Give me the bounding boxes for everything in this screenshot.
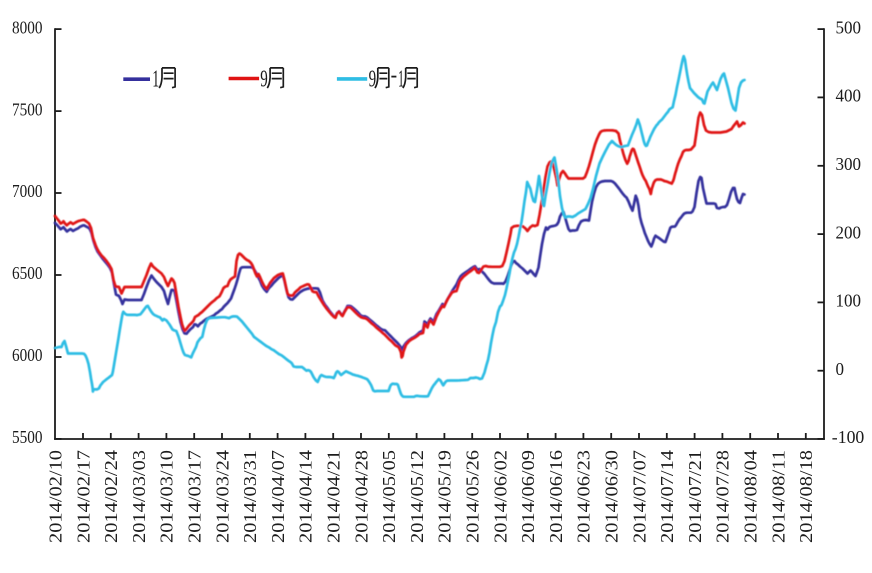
svg-text:2014/06/02: 2014/06/02: [490, 450, 510, 543]
svg-text:2014/02/24: 2014/02/24: [101, 450, 121, 543]
svg-text:400: 400: [836, 86, 862, 106]
svg-text:2014/07/21: 2014/07/21: [685, 450, 705, 543]
svg-text:2014/05/12: 2014/05/12: [407, 450, 427, 543]
svg-text:2014/08/11: 2014/08/11: [768, 450, 788, 543]
svg-text:2014/05/19: 2014/05/19: [435, 450, 455, 543]
svg-text:2014/08/18: 2014/08/18: [796, 450, 816, 543]
svg-text:0: 0: [836, 359, 845, 379]
svg-text:2014/04/14: 2014/04/14: [296, 450, 316, 543]
svg-text:5500: 5500: [12, 427, 43, 447]
svg-text:2014/08/04: 2014/08/04: [741, 450, 761, 543]
svg-text:2014/03/10: 2014/03/10: [157, 450, 177, 543]
svg-text:1: 1: [152, 67, 159, 93]
svg-text:9: 9: [369, 67, 377, 93]
svg-text:8000: 8000: [12, 17, 43, 37]
svg-text:100: 100: [836, 291, 862, 311]
svg-text:2014/06/09: 2014/06/09: [518, 450, 538, 543]
svg-text:2014/04/21: 2014/04/21: [324, 450, 344, 543]
svg-text:2014/02/10: 2014/02/10: [46, 450, 66, 543]
svg-text:-: -: [391, 63, 398, 89]
svg-text:2014/07/07: 2014/07/07: [629, 450, 649, 543]
svg-text:2014/05/26: 2014/05/26: [463, 450, 483, 543]
svg-text:2014/03/03: 2014/03/03: [129, 450, 149, 543]
svg-text:2014/03/17: 2014/03/17: [185, 450, 205, 543]
svg-text:300: 300: [836, 154, 862, 174]
svg-text:2014/02/17: 2014/02/17: [73, 450, 93, 543]
svg-text:2014/04/07: 2014/04/07: [268, 450, 288, 543]
svg-text:2014/03/24: 2014/03/24: [212, 450, 232, 543]
svg-text:2014/03/31: 2014/03/31: [240, 450, 260, 543]
svg-text:1: 1: [398, 67, 404, 93]
svg-text:2014/05/05: 2014/05/05: [379, 450, 399, 543]
svg-text:6500: 6500: [12, 263, 43, 283]
svg-text:2014/06/30: 2014/06/30: [602, 450, 622, 543]
svg-text:9: 9: [260, 67, 268, 93]
svg-text:2014/04/28: 2014/04/28: [351, 450, 371, 543]
svg-text:7000: 7000: [12, 181, 43, 201]
svg-text:7500: 7500: [12, 99, 43, 119]
svg-text:500: 500: [836, 17, 862, 37]
svg-text:2014/06/16: 2014/06/16: [546, 450, 566, 543]
svg-text:6000: 6000: [12, 345, 43, 365]
svg-text:2014/07/14: 2014/07/14: [657, 450, 677, 543]
svg-text:200: 200: [836, 222, 862, 242]
svg-text:2014/07/28: 2014/07/28: [713, 450, 733, 543]
svg-text:2014/06/23: 2014/06/23: [574, 450, 594, 543]
svg-text:-100: -100: [832, 427, 865, 447]
